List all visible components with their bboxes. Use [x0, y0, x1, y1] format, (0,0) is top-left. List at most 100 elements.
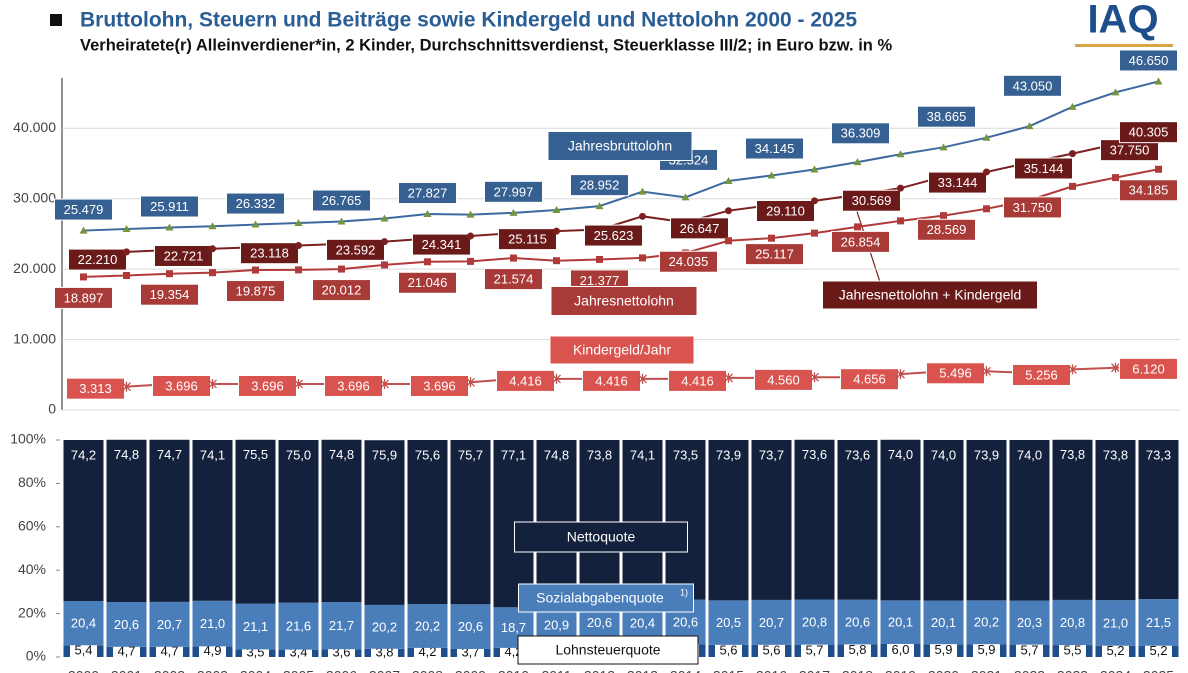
value-label: 73,5	[673, 447, 698, 462]
value-label: 5,8	[848, 642, 866, 657]
value-label: 25.623	[594, 228, 634, 243]
legend-label: Jahresnettolohn + Kindergeld	[839, 287, 1022, 303]
bar-segment	[407, 440, 448, 605]
marker	[982, 366, 991, 377]
bar-segment	[536, 440, 577, 603]
value-label-box	[928, 171, 987, 194]
y-tick-label: 40%	[18, 561, 46, 577]
value-label: 20,2	[415, 618, 440, 633]
value-label: 6.120	[1132, 361, 1165, 376]
value-label-box	[240, 242, 299, 265]
logo: IAQ	[1087, 0, 1158, 42]
value-label: 20,1	[931, 615, 956, 630]
marker	[983, 205, 990, 213]
value-label: 20,6	[114, 617, 139, 632]
value-label: 21,0	[1103, 615, 1128, 630]
value-label-box	[745, 137, 804, 160]
y-tick-label: 0	[48, 401, 56, 417]
marker	[1111, 362, 1120, 373]
bar-segment	[407, 604, 448, 648]
marker	[1069, 150, 1076, 158]
value-label: 26.765	[322, 193, 362, 208]
value-label: 25.479	[64, 202, 104, 217]
value-label: 20,8	[802, 615, 827, 630]
value-label: 20,2	[372, 619, 397, 634]
marker	[596, 255, 603, 263]
value-label-box	[1014, 157, 1073, 180]
marker	[165, 223, 174, 231]
value-label-box	[412, 233, 471, 256]
value-label: 4,7	[117, 643, 135, 658]
marker	[294, 219, 303, 227]
value-label: 73,8	[1060, 447, 1085, 462]
value-label: 4.656	[853, 372, 886, 387]
bar-segment	[63, 440, 104, 602]
value-label: 3.696	[423, 378, 456, 393]
value-label: 20,3	[1017, 615, 1042, 630]
value-label: 33.144	[938, 175, 978, 190]
value-label: 73,8	[1103, 447, 1128, 462]
value-label: 4.416	[595, 373, 628, 388]
marker	[423, 210, 432, 218]
bar-segment	[321, 602, 362, 650]
value-label: 5,6	[762, 642, 780, 657]
value-label-box	[484, 268, 543, 291]
value-label: 20,1	[888, 615, 913, 630]
value-label: 25.911	[150, 199, 189, 214]
value-label: 18,7	[501, 620, 526, 635]
bar-segment	[1095, 600, 1136, 646]
x-tick-label: 2017	[799, 668, 830, 673]
legend-label: Lohnsteuerquote	[555, 642, 660, 658]
value-label-box	[1003, 196, 1062, 219]
marker	[1069, 182, 1076, 190]
value-label: 75,6	[415, 447, 440, 462]
marker	[122, 225, 131, 233]
marker	[380, 214, 389, 222]
marker	[897, 184, 904, 192]
value-label: 73,6	[845, 447, 870, 462]
bar-segment	[235, 603, 276, 650]
value-label-box	[226, 280, 285, 303]
value-label: 20,5	[716, 615, 741, 630]
bar-segment	[235, 439, 276, 604]
value-label: 74,8	[329, 447, 354, 462]
value-label: 5.256	[1025, 367, 1058, 382]
x-tick-label: 2022	[1014, 668, 1045, 673]
value-label: 74,1	[200, 447, 225, 462]
value-label: 24.035	[669, 254, 709, 269]
value-label: 20,8	[1060, 615, 1085, 630]
x-tick-label: 2024	[1100, 668, 1131, 673]
x-tick-label: 2015	[713, 668, 744, 673]
bar-segment	[880, 439, 921, 601]
bar-segment	[751, 440, 792, 600]
legend-label-box	[517, 635, 699, 665]
marker	[854, 223, 861, 231]
value-label: 26.854	[841, 234, 881, 249]
bar-segment	[966, 440, 1007, 601]
value-label: 30.569	[852, 193, 892, 208]
value-label: 23.592	[336, 242, 376, 257]
value-label: 20,6	[587, 615, 612, 630]
bar-segment	[1052, 599, 1093, 646]
value-label: 5,6	[719, 642, 737, 657]
marker	[940, 212, 947, 220]
marker	[853, 158, 862, 166]
bar-segment	[622, 440, 663, 601]
marker	[381, 238, 388, 246]
value-label-box	[154, 244, 213, 267]
value-label: 74,7	[157, 447, 182, 462]
marker	[638, 187, 647, 195]
bar-segment	[794, 439, 835, 600]
marker	[767, 171, 776, 179]
marker	[208, 222, 217, 230]
x-tick-label: 2016	[756, 668, 787, 673]
marker	[897, 217, 904, 225]
value-label-box	[54, 198, 113, 221]
bar-segment	[106, 602, 147, 647]
value-label: 26.332	[236, 196, 276, 211]
marker	[638, 373, 647, 384]
x-tick-label: 2019	[885, 668, 916, 673]
marker	[983, 168, 990, 176]
x-tick-label: 2000	[68, 668, 99, 673]
value-label: 75,7	[458, 447, 483, 462]
